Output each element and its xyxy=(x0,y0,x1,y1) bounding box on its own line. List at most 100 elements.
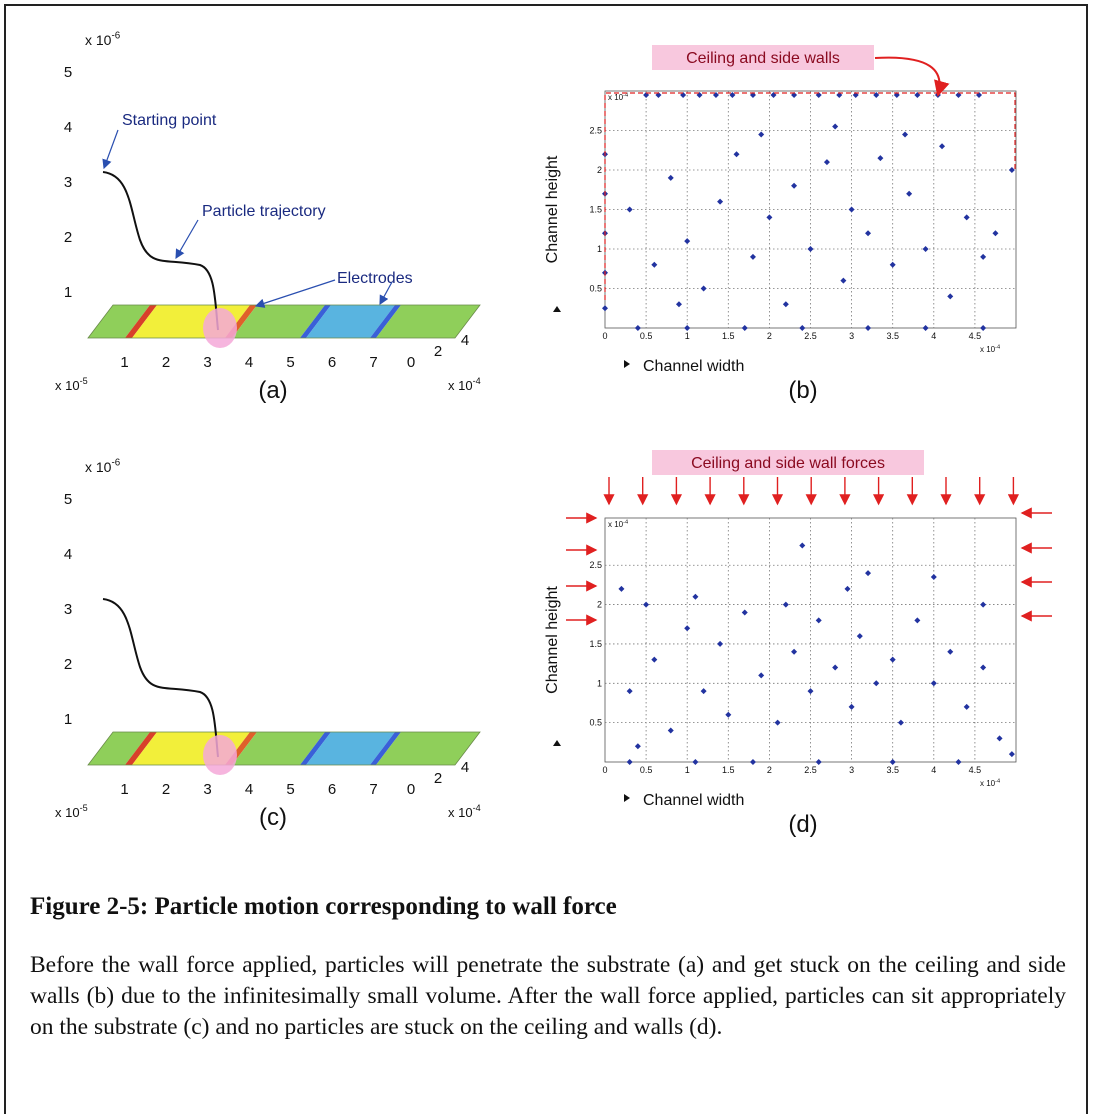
data-point xyxy=(877,155,884,162)
annotation-box xyxy=(652,45,874,70)
annotation-arrow xyxy=(254,279,336,308)
data-point xyxy=(980,601,987,608)
annotation: Ceiling and side wall forces xyxy=(691,455,885,472)
data-point xyxy=(832,123,839,130)
data-point xyxy=(766,214,773,221)
data-point xyxy=(634,743,641,750)
y-axis-label: Channel height xyxy=(544,586,561,694)
data-point xyxy=(799,325,806,331)
x-tick-label: 3.5 xyxy=(886,331,899,341)
data-point xyxy=(667,174,674,181)
data-point xyxy=(791,182,798,189)
figure-description: Before the wall force applied, particles… xyxy=(30,952,1066,1040)
annotation-box xyxy=(652,450,924,475)
data-point xyxy=(873,680,880,687)
y-tick-label: 4 xyxy=(461,759,469,776)
y-tick-label: 2 xyxy=(434,343,442,360)
x-tick-label: 4 xyxy=(931,331,936,341)
exponent-power: -5 xyxy=(80,376,88,386)
y-tick-label: 0 xyxy=(407,781,415,798)
data-point xyxy=(807,688,814,695)
x-tick-label: 2 xyxy=(162,781,170,798)
data-point xyxy=(725,711,732,718)
data-point xyxy=(626,688,633,695)
x-tick-label: 3.5 xyxy=(886,765,899,775)
axis-pointer xyxy=(624,794,630,802)
exponent-label: x 10-6 xyxy=(85,458,121,475)
data-point xyxy=(992,230,999,237)
figure-caption: Figure 2-5: Particle motion correspondin… xyxy=(30,893,617,920)
data-point xyxy=(741,609,748,616)
exponent-base: x 10 xyxy=(608,93,624,102)
data-point xyxy=(848,703,855,710)
exponent-label: x 10-4 xyxy=(980,344,1000,354)
x-tick-label: 2 xyxy=(767,331,772,341)
data-point xyxy=(626,206,633,213)
x-tick-label: 7 xyxy=(369,354,377,371)
x-tick-label: 5 xyxy=(286,354,294,371)
data-point xyxy=(889,656,896,663)
particle-trajectory xyxy=(102,171,219,331)
z-tick-label: 3 xyxy=(64,601,72,618)
data-point xyxy=(823,159,830,166)
data-point xyxy=(963,703,970,710)
x-tick-label: 6 xyxy=(328,781,336,798)
x-tick-label: 1.5 xyxy=(722,765,735,775)
data-point xyxy=(947,648,954,655)
figure-frame xyxy=(4,4,1088,1114)
exponent-base: x 10 xyxy=(608,520,624,529)
exponent-power: -6 xyxy=(111,31,120,42)
y-tick-label: 0 xyxy=(407,354,415,371)
data-point xyxy=(741,325,748,331)
substrate-edge xyxy=(87,731,481,766)
x-tick-label: 2.5 xyxy=(804,331,817,341)
data-point xyxy=(980,325,987,331)
exponent-base: x 10 xyxy=(55,378,80,393)
x-tick-label: 2.5 xyxy=(804,765,817,775)
exponent-power: -4 xyxy=(473,376,481,386)
data-point xyxy=(914,617,921,624)
y-tick-label: 2 xyxy=(597,600,602,610)
x-tick-label: 0.5 xyxy=(640,331,653,341)
z-tick-label: 2 xyxy=(64,229,72,246)
annotation-arrow xyxy=(379,281,393,306)
annotation-arrow xyxy=(874,56,950,97)
substrate-stripe xyxy=(125,305,157,338)
data-point xyxy=(947,293,954,300)
exponent-label: x 10-6 xyxy=(85,31,121,48)
x-tick-label: 4.5 xyxy=(969,765,982,775)
y-tick-label: 4 xyxy=(461,332,469,349)
data-point xyxy=(906,190,913,197)
panel-label: (b) xyxy=(788,377,817,404)
z-tick-label: 3 xyxy=(64,174,72,191)
exponent-base: x 10 xyxy=(85,32,112,48)
exponent-label: x 10-4 xyxy=(448,376,481,393)
substrate-stripe xyxy=(125,732,157,765)
z-tick-label: 4 xyxy=(64,546,72,563)
exponent-label: x 10-4 xyxy=(980,778,1000,788)
x-tick-label: 3 xyxy=(203,354,211,371)
data-point xyxy=(749,759,756,765)
particle xyxy=(203,735,237,775)
z-tick-label: 4 xyxy=(64,119,72,136)
particle xyxy=(203,308,237,348)
data-point xyxy=(618,585,625,592)
data-point xyxy=(980,664,987,671)
substrate-stripe xyxy=(306,732,395,765)
data-point xyxy=(791,648,798,655)
annotation: Particle trajectory xyxy=(202,203,326,220)
data-point xyxy=(626,759,633,765)
substrate-stripe xyxy=(300,305,331,338)
data-point xyxy=(684,625,691,632)
data-point xyxy=(758,131,765,138)
x-axis-label: Channel width xyxy=(643,358,744,375)
data-point xyxy=(651,656,658,663)
data-point xyxy=(733,151,740,158)
z-tick-label: 5 xyxy=(64,64,72,81)
exponent-base: x 10 xyxy=(980,779,996,788)
y-tick-label: 2 xyxy=(597,165,602,175)
substrate-stripe xyxy=(88,305,150,338)
data-point xyxy=(996,735,1003,742)
